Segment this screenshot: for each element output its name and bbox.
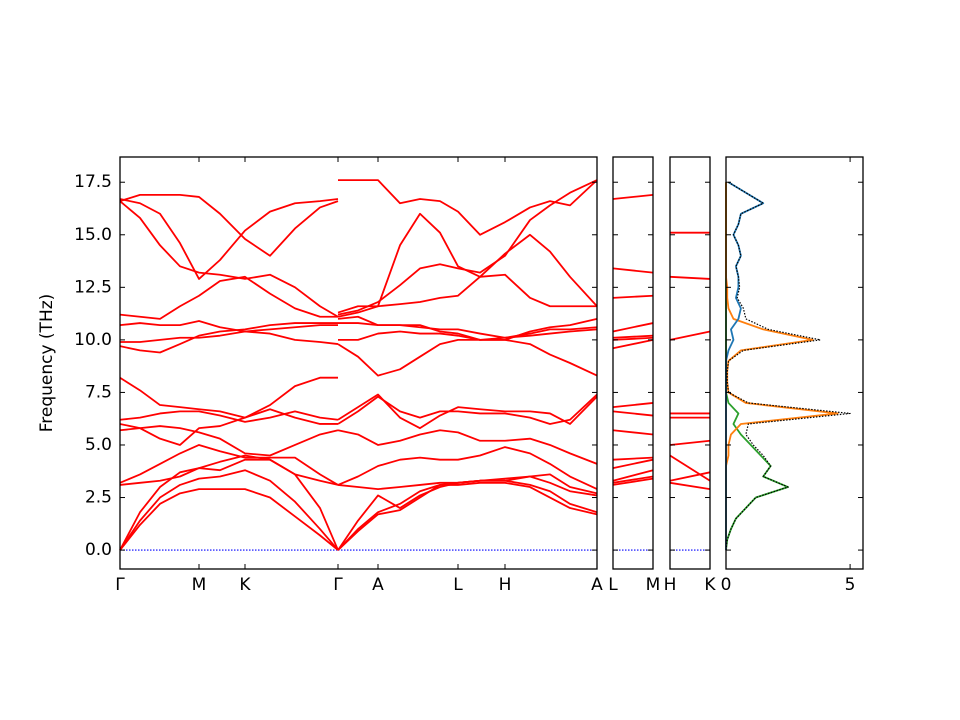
x-tick-label: A — [591, 575, 603, 595]
band-line — [119, 425, 598, 465]
band-line — [612, 469, 654, 482]
y-axis-label: Frequency (THz) — [37, 294, 57, 433]
y-tick-label: 7.5 — [85, 382, 112, 402]
band-line — [119, 338, 598, 419]
band-line — [612, 294, 654, 299]
y-tick-label: 5.0 — [85, 435, 112, 455]
y-tick-label: 17.5 — [74, 172, 112, 192]
band-line — [669, 330, 711, 341]
band-line — [119, 469, 598, 551]
band-line — [120, 328, 598, 345]
band-line — [119, 454, 598, 495]
x-tick-label: M — [192, 575, 207, 595]
plot-frame — [612, 156, 654, 570]
band-line — [119, 200, 597, 318]
band-line — [119, 179, 598, 316]
band-line — [119, 179, 598, 257]
band-line — [725, 181, 765, 551]
y-tick-label: 10.0 — [74, 330, 112, 350]
band-line — [669, 439, 711, 446]
band-line — [119, 393, 598, 430]
band-line — [669, 481, 711, 491]
band-line — [669, 454, 711, 482]
band-line — [612, 334, 654, 339]
band-line — [612, 267, 654, 274]
x-tick-label: M — [646, 575, 661, 595]
band-line — [725, 182, 839, 551]
band-line — [725, 181, 851, 551]
x-tick-label: L — [453, 575, 463, 595]
x-tick-label: K — [239, 575, 251, 595]
band-line — [669, 275, 711, 280]
band-line — [669, 471, 711, 482]
band-line — [612, 429, 654, 436]
band-line — [612, 322, 654, 333]
x-tick-label: Γ — [115, 575, 125, 595]
plot-frame — [669, 156, 711, 570]
band-line — [119, 481, 598, 551]
x-tick-label: 5 — [845, 575, 856, 595]
y-tick-label: 0.0 — [85, 540, 112, 560]
plot-frame — [119, 156, 598, 570]
x-tick-label: K — [704, 575, 716, 595]
x-tick-label: H — [664, 575, 677, 595]
band-line — [612, 475, 654, 484]
x-tick-label: L — [608, 575, 618, 595]
x-tick-label: H — [499, 575, 512, 595]
band-line — [119, 444, 598, 490]
y-tick-label: 2.5 — [85, 488, 112, 508]
band-line — [119, 393, 598, 446]
band-line — [612, 338, 654, 350]
x-tick-label: Γ — [333, 575, 343, 595]
band-line — [119, 458, 598, 551]
x-tick-label: A — [372, 575, 384, 595]
y-tick-label: 15.0 — [74, 225, 112, 245]
band-line — [612, 402, 654, 409]
band-line — [612, 410, 654, 417]
band-line — [119, 315, 598, 341]
y-tick-label: 12.5 — [74, 277, 112, 297]
band-line — [612, 336, 654, 341]
band-line — [612, 458, 654, 469]
band-line — [612, 193, 654, 200]
plot-frame — [725, 156, 864, 570]
band-line — [612, 477, 654, 486]
band-line — [612, 456, 654, 461]
x-tick-label: 0 — [721, 575, 732, 595]
